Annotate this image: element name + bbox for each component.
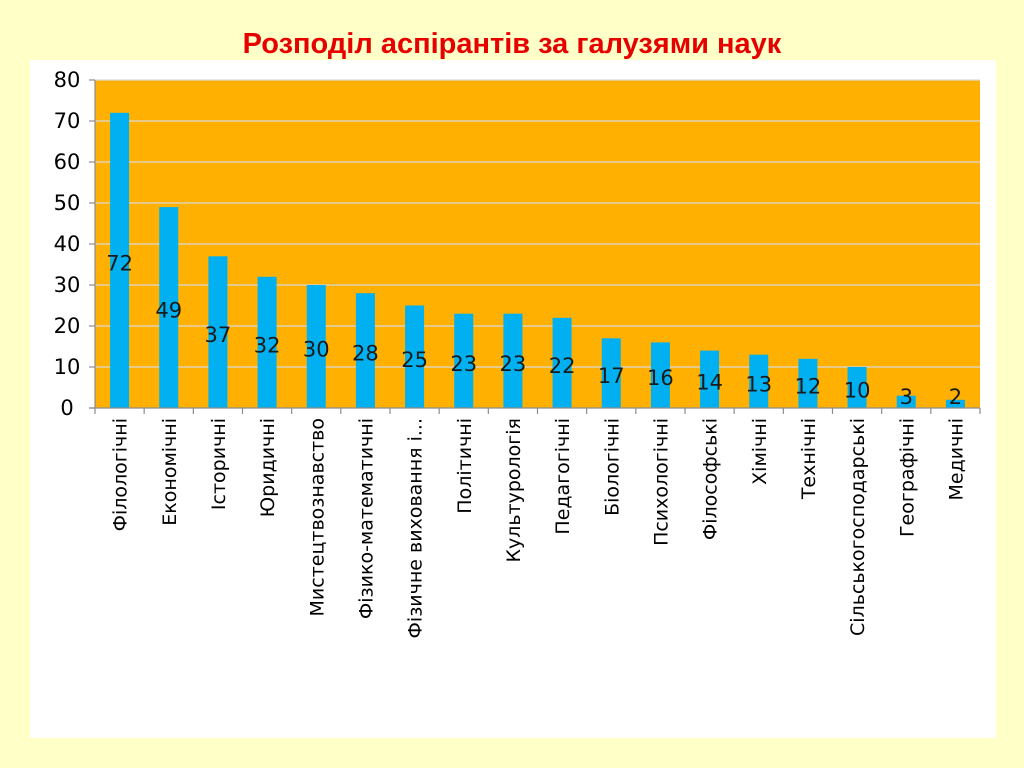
data-label: 12 <box>795 374 822 398</box>
bar-chart: 0 10 20 30 40 50 60 70 80 Філологічні Економічні І… <box>54 68 981 638</box>
bar-2 <box>159 207 179 408</box>
bar-14 <box>749 354 769 408</box>
data-label: 13 <box>745 372 772 396</box>
bar-13 <box>700 350 720 408</box>
data-label: 23 <box>450 352 477 376</box>
data-label: 30 <box>303 338 330 362</box>
bar-17 <box>896 395 916 408</box>
y-tick-label: 30 <box>54 273 81 297</box>
data-label: 49 <box>155 299 182 323</box>
data-label: 22 <box>549 354 576 378</box>
y-tick-label: 0 <box>60 396 73 420</box>
category-label: Економічні <box>159 418 181 526</box>
data-label: 3 <box>900 385 913 409</box>
category-label: Мистецтвознавство <box>306 418 328 616</box>
y-tick-label: 10 <box>54 355 81 379</box>
category-label: Філологічні <box>110 418 132 531</box>
category-label: Біологічні <box>601 418 623 516</box>
y-tick-label: 60 <box>54 150 81 174</box>
bar-6 <box>355 293 375 408</box>
category-label: Фізико-математичні <box>355 418 377 619</box>
bar-4 <box>257 276 277 408</box>
axes <box>89 79 981 414</box>
data-label: 25 <box>401 348 428 372</box>
data-label: 72 <box>106 251 133 275</box>
data-label: 14 <box>696 370 723 394</box>
slide-title: Розподіл аспірантів за галузями наук <box>242 28 782 60</box>
bar-9 <box>503 313 523 408</box>
bar-7 <box>405 305 425 408</box>
category-label: Психологічні <box>650 418 672 546</box>
y-tick-label: 50 <box>54 191 81 215</box>
data-label: 28 <box>352 342 379 366</box>
data-label: 23 <box>500 352 527 376</box>
bar-18 <box>945 399 965 408</box>
category-label: Географічні <box>896 418 918 537</box>
category-label: Філософські <box>700 418 722 540</box>
category-label: Фізичне виховання і... <box>405 418 427 638</box>
data-label: 32 <box>254 333 281 357</box>
category-label: Хімічні <box>749 418 771 485</box>
bar-1 <box>110 112 130 409</box>
chart-panel: 0 10 20 30 40 50 60 70 80 Філологічні Економічні І… <box>30 60 996 738</box>
bar-12 <box>650 342 670 408</box>
bar-10 <box>552 317 572 408</box>
y-tick-label: 80 <box>54 68 81 92</box>
y-tick-labels: 0 10 20 30 40 50 60 70 80 <box>54 68 81 420</box>
data-label: 10 <box>844 379 871 403</box>
bar-3 <box>208 256 228 408</box>
bar-11 <box>601 338 621 408</box>
bar-16 <box>847 367 867 408</box>
gridlines <box>95 79 980 368</box>
data-label: 37 <box>205 323 232 347</box>
bar-15 <box>798 358 818 408</box>
data-label: 17 <box>598 364 625 388</box>
data-label: 16 <box>647 366 674 390</box>
category-labels: Філологічні Економічні Історичні Юридичні Ми… <box>110 418 968 638</box>
category-label: Юридичні <box>257 418 279 517</box>
bar-8 <box>454 313 474 408</box>
y-tick-label: 40 <box>54 232 81 256</box>
category-label: Політичні <box>454 418 476 514</box>
y-tick-label: 20 <box>54 314 81 338</box>
bars <box>110 112 965 409</box>
category-label: Культурологія <box>503 418 525 563</box>
category-label: Сільськогосподарські <box>847 418 869 636</box>
bar-5 <box>306 285 326 408</box>
y-tick-label: 70 <box>54 109 81 133</box>
category-label: Педагогічні <box>552 418 574 535</box>
data-label: 2 <box>949 385 962 409</box>
category-label: Історичні <box>208 418 230 510</box>
category-label: Технічні <box>798 418 820 500</box>
category-label: Медичні <box>945 418 967 501</box>
